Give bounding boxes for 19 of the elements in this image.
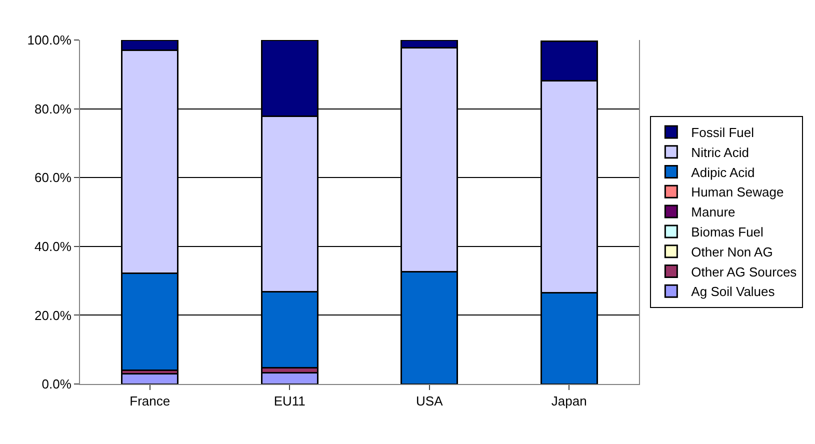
legend-label: Nitric Acid	[691, 144, 749, 160]
legend-label: Manure	[691, 204, 736, 220]
legend-label: Fossil Fuel	[691, 125, 754, 140]
y-tick-label: 80.0%	[34, 101, 72, 116]
y-tick-label: 100.0%	[27, 32, 72, 48]
legend-label: Ag Soil Values	[691, 284, 776, 300]
legend-label: Other AG Sources	[691, 264, 798, 280]
x-tick-label: USA	[416, 394, 444, 409]
y-tick-label: 60.0%	[34, 170, 72, 186]
x-tick-label: EU11	[274, 394, 306, 409]
y-tick-label: 0.0%	[42, 376, 72, 392]
legend-label: Other Non AG	[691, 244, 773, 260]
legend-label: Human Sewage	[691, 184, 784, 200]
y-tick-label: 20.0%	[34, 308, 72, 323]
y-tick-label: 40.0%	[34, 238, 72, 254]
legend-label: Adipic Acid	[691, 164, 755, 180]
x-tick-label: Japan	[551, 394, 587, 409]
legend-label: Biomas Fuel	[691, 224, 764, 240]
x-tick-label: France	[130, 394, 170, 409]
